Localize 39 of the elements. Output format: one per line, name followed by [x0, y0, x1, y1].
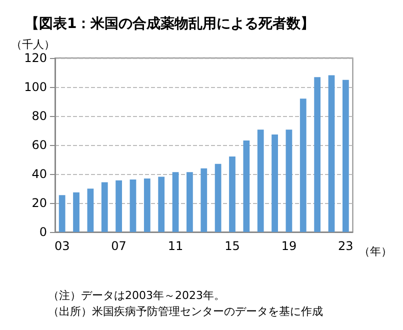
y-tick-label: 80 — [32, 109, 47, 123]
text: （出所）米国疾病予防管理センターのデータを基に作成 — [48, 305, 323, 318]
x-tick-label: 23 — [338, 239, 354, 253]
bar — [73, 192, 80, 232]
bar — [172, 172, 179, 232]
y-tick-label: 40 — [32, 167, 47, 181]
bar — [101, 182, 108, 232]
y-tick-label: 0 — [39, 225, 47, 239]
bar — [116, 180, 122, 232]
x-tick-label: 19 — [281, 239, 297, 253]
y-axis-title: （千人） — [11, 38, 55, 51]
text: （注）データは2003年～2023年。 — [48, 289, 225, 302]
y-tick-label: 20 — [32, 196, 47, 210]
bar — [130, 180, 136, 232]
bar — [186, 172, 193, 232]
bar — [257, 130, 264, 232]
y-tick-label: 100 — [24, 80, 47, 94]
x-tick-label: 07 — [111, 239, 126, 253]
bar — [342, 80, 349, 232]
bar — [272, 134, 278, 232]
bar — [144, 178, 150, 232]
x-axis-title: （年） — [359, 245, 392, 258]
bar — [300, 98, 306, 232]
chart-title: 【図表1：米国の合成薬物乱用による死者数】 — [25, 16, 315, 32]
bar — [58, 195, 66, 232]
bar — [286, 130, 292, 232]
bar — [200, 168, 208, 232]
bar — [214, 164, 222, 232]
bar — [229, 156, 236, 232]
x-tick-label: 15 — [224, 239, 240, 253]
y-tick-label: 120 — [24, 51, 47, 65]
bar — [243, 140, 250, 232]
y-tick-label: 60 — [32, 138, 47, 152]
x-tick-label: 11 — [168, 239, 184, 253]
bar — [158, 176, 165, 232]
bar — [87, 188, 94, 232]
x-tick-label: 03 — [54, 239, 70, 253]
bar — [314, 77, 321, 232]
bar — [328, 75, 335, 232]
